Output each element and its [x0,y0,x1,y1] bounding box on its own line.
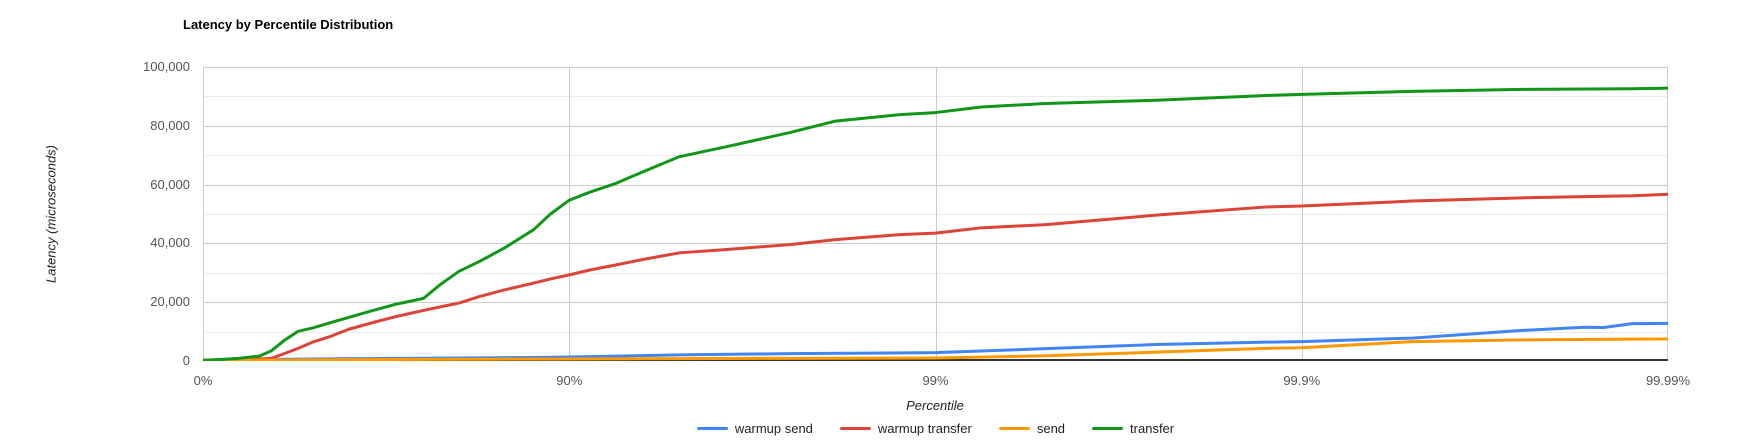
legend-item-send[interactable]: send [998,421,1066,436]
x-axis-tick-labels: 0% 90% 99% 99.9% 99.99% [194,373,1690,389]
y-tick-label: 100,000 [143,59,190,74]
y-tick-label: 60,000 [150,176,190,192]
x-tick-label: 99.99% [1645,373,1691,388]
plot-area[interactable] [203,67,1668,361]
chart-title: Latency by Percentile Distribution [183,17,394,32]
legend: warmup send warmup transfer send transfer [203,420,1668,437]
x-tick-label: 90% [556,373,583,388]
series-line-send[interactable] [203,337,1668,361]
legend-label: warmup send [734,421,813,436]
x-tick-label: 99% [922,373,949,388]
legend-line-swatch [1092,427,1124,430]
legend-item-transfer[interactable]: transfer [1092,421,1174,436]
legend-line-swatch [998,427,1030,430]
x-tick-label: 0% [193,373,213,388]
legend-label: transfer [1130,421,1175,436]
legend-line-swatch [839,427,871,430]
y-tick-label: 0 [182,353,190,368]
series-line-warmup-transfer[interactable] [203,192,1668,361]
series-line-transfer[interactable] [203,86,1668,361]
x-axis-title: Percentile [906,398,964,413]
y-tick-label: 80,000 [150,117,190,133]
x-tick-label: 99.9% [1283,373,1321,388]
y-tick-label: 40,000 [150,235,190,251]
legend-label: warmup transfer [877,421,972,436]
y-axis-tick-labels: 0 20,000 40,000 60,000 80,000 100,000 [0,60,190,368]
legend-label: send [1036,421,1066,436]
legend-line-swatch [696,427,728,430]
legend-item-warmup-send[interactable]: warmup send [696,421,813,436]
y-tick-label: 20,000 [150,294,190,310]
legend-item-warmup-transfer[interactable]: warmup transfer [839,421,972,436]
